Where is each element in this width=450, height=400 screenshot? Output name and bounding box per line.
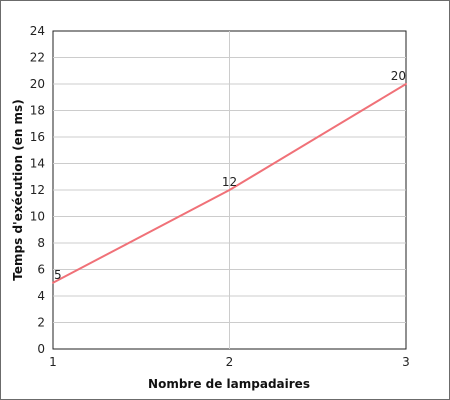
y-tick-label: 0	[37, 342, 45, 356]
y-tick-label: 24	[30, 24, 45, 38]
data-label: 5	[54, 268, 62, 282]
y-axis-title: Temps d'exécution (en ms)	[11, 99, 25, 280]
data-point	[405, 83, 407, 85]
x-tick-label: 2	[226, 355, 234, 369]
y-tick-label: 10	[30, 210, 45, 224]
data-label: 12	[222, 175, 237, 189]
data-labels: 5 12 20	[54, 69, 406, 282]
y-tick-label: 8	[37, 236, 45, 250]
y-tick-label: 18	[30, 104, 45, 118]
y-tick-label: 22	[30, 51, 45, 65]
x-tick-label: 3	[402, 355, 410, 369]
y-tick-label: 16	[30, 130, 45, 144]
y-tick-label: 12	[30, 183, 45, 197]
y-tick-label: 14	[30, 157, 45, 171]
data-point	[52, 281, 54, 284]
x-tick-label: 1	[49, 355, 57, 369]
data-label: 20	[391, 69, 406, 83]
y-tick-label: 20	[30, 77, 45, 91]
data-point	[228, 189, 231, 191]
y-tick-label: 2	[37, 316, 45, 330]
y-tick-label: 4	[37, 289, 45, 303]
y-tick-label: 6	[37, 263, 45, 277]
grid-lines	[53, 31, 406, 349]
series-layer	[52, 83, 407, 284]
x-axis-title: Nombre de lampadaires	[148, 377, 310, 391]
